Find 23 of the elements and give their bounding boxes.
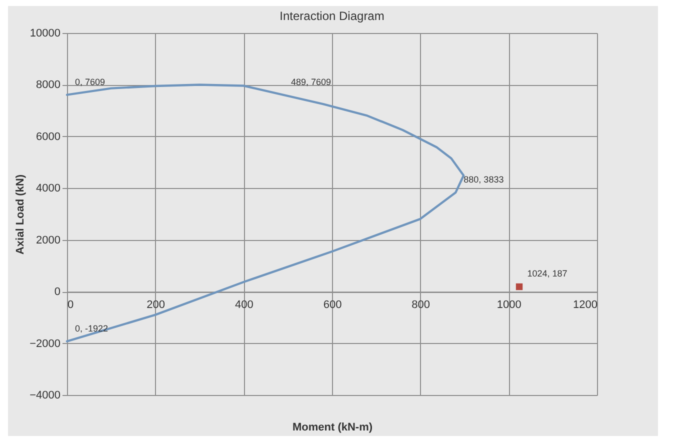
y-tick-label: −4000 [30, 390, 60, 402]
y-axis-title: Axial Load (kN) [14, 174, 27, 255]
x-tick-label: 200 [146, 299, 166, 312]
x-axis-title: Moment (kN-m) [292, 422, 373, 434]
annotation: 0, 7609 [75, 76, 106, 87]
chart-title: Interaction Diagram [280, 9, 384, 23]
y-tick-label: 10000 [30, 28, 60, 40]
annotation: 880, 3833 [464, 174, 504, 184]
y-tick-label: 6000 [36, 130, 60, 143]
y-tick-label: 8000 [36, 79, 60, 92]
annotation: 1024, 187 [527, 268, 568, 279]
y-tick-label: 4000 [36, 182, 60, 195]
x-tick-label: 0 [68, 299, 74, 312]
y-tick-label: −2000 [30, 338, 60, 350]
x-tick-label: 600 [323, 299, 342, 312]
annotation: 0, -1922 [75, 323, 108, 334]
y-tick-label: 2000 [36, 234, 60, 246]
x-tick-label: 1000 [496, 299, 522, 312]
x-tick-label: 800 [412, 299, 430, 312]
x-tick-label: 1200 [573, 299, 598, 312]
y-tick-label: 0 [54, 286, 60, 298]
annotation: 489, 7609 [290, 76, 332, 87]
x-tick-label: 400 [234, 299, 254, 312]
